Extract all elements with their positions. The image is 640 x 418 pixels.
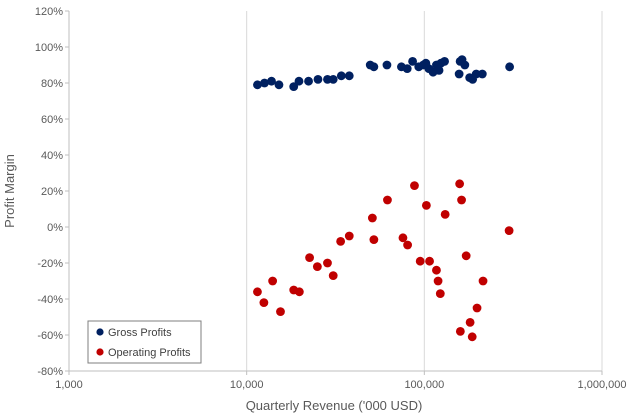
operating-profit-point	[403, 240, 412, 250]
y-axis-title: Profit Margin	[2, 154, 17, 228]
y-tick-label: 40%	[41, 150, 63, 162]
gross-profit-point	[328, 75, 338, 84]
gross-profit-point	[294, 76, 304, 86]
operating-profit-point	[455, 179, 465, 189]
gross-profit-point	[382, 60, 392, 70]
gross-profit-point	[260, 78, 269, 88]
gross-profit-point	[369, 62, 379, 72]
operating-profit-point	[312, 262, 322, 271]
y-tick-label: -80%	[37, 366, 63, 378]
x-axis-title: Quarterly Revenue ('000 USD)	[246, 398, 423, 413]
operating-profit-point	[268, 276, 278, 286]
y-tick-label: -20%	[37, 258, 63, 270]
operating-profit-point	[328, 271, 338, 280]
y-tick-label: 80%	[41, 78, 63, 90]
gross-profit-point	[477, 69, 487, 79]
gross-profit-point	[344, 71, 354, 81]
operating-profit-point	[461, 251, 471, 261]
gross-profit-point	[274, 80, 284, 90]
operating-profit-point	[425, 256, 434, 266]
operating-profit-point	[344, 231, 354, 241]
operating-profit-point	[433, 276, 443, 286]
operating-profit-point	[253, 287, 262, 297]
y-tick-label: 100%	[35, 42, 63, 54]
gross-profit-point	[313, 75, 323, 84]
legend-marker-operating-profits	[96, 348, 104, 356]
legend: Gross Profits Operating Profits	[87, 320, 202, 364]
gross-profit-point	[304, 76, 313, 86]
operating-profit-point	[410, 181, 419, 191]
operating-profit-point	[336, 237, 346, 246]
gross-profit-point	[460, 60, 470, 70]
operating-profit-point	[294, 287, 304, 297]
plot-grid	[68, 11, 603, 371]
gross-profit-point	[408, 57, 418, 66]
data-points	[253, 55, 515, 342]
y-tick-label: -60%	[37, 330, 63, 342]
gross-profit-point	[454, 69, 464, 79]
operating-profit-point	[435, 289, 445, 298]
gross-profit-point	[267, 76, 276, 86]
operating-profit-point	[259, 298, 269, 307]
operating-profit-point	[467, 332, 477, 342]
gross-profit-point	[253, 80, 262, 90]
legend-label-operating-profits: Operating Profits	[108, 347, 191, 359]
gross-profit-point	[434, 66, 444, 75]
gross-profit-point	[289, 82, 299, 91]
operating-profit-point	[398, 233, 408, 243]
operating-profit-point	[305, 253, 314, 262]
operating-profit-point	[323, 258, 332, 268]
gross-profit-point	[505, 62, 515, 72]
y-tick-label: 120%	[35, 6, 63, 18]
gross-profit-point	[402, 64, 412, 73]
x-tick-labels: 1,000 10,000 100,000 1,000,000	[55, 379, 626, 391]
y-tick-label: 0%	[47, 222, 63, 234]
operating-profit-point	[478, 276, 488, 286]
y-tick-label: 60%	[41, 114, 63, 126]
legend-label-gross-profits: Gross Profits	[108, 327, 172, 339]
y-tick-label: 20%	[41, 186, 63, 198]
plot-frame	[65, 10, 603, 375]
gross-profit-point	[471, 69, 481, 79]
operating-profit-point	[455, 327, 465, 336]
operating-profit-point	[421, 201, 431, 210]
operating-profit-point	[457, 195, 466, 205]
operating-profit-point	[276, 307, 285, 316]
operating-profit-point	[465, 318, 475, 327]
operating-profit-point	[367, 213, 377, 223]
x-tick-label: 1,000	[55, 379, 83, 391]
legend-marker-gross-profits	[96, 328, 104, 336]
operating-profit-point	[472, 303, 482, 313]
x-tick-label: 1,000,000	[578, 379, 627, 391]
gross-profit-point	[336, 71, 346, 81]
legend-box	[87, 320, 202, 364]
operating-profit-point	[504, 226, 514, 236]
operating-profit-point	[415, 256, 425, 266]
y-tick-label: -40%	[37, 294, 63, 306]
gross-profit-point	[440, 57, 449, 66]
x-tick-label: 10,000	[230, 379, 264, 391]
x-tick-label: 100,000	[404, 379, 444, 391]
operating-profit-point	[369, 235, 379, 245]
operating-profit-point	[440, 210, 450, 219]
y-tick-labels: -80% -60% -40% -20% 0% 20% 40% 60% 80% 100% 120%	[35, 6, 63, 378]
operating-profit-point	[383, 195, 392, 205]
operating-profit-point	[432, 265, 441, 275]
